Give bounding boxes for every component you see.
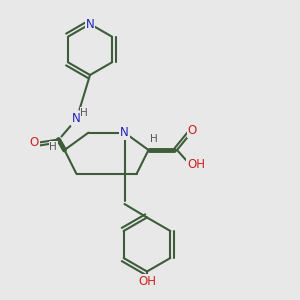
Text: O: O (30, 136, 39, 149)
Text: O: O (188, 124, 196, 137)
Text: N: N (72, 112, 81, 125)
Text: H: H (150, 134, 158, 144)
Text: OH: OH (187, 158, 205, 172)
Text: N: N (85, 17, 94, 31)
Text: H: H (49, 142, 57, 152)
Text: OH: OH (138, 274, 156, 288)
Text: H: H (80, 108, 88, 118)
Text: N: N (120, 126, 129, 139)
